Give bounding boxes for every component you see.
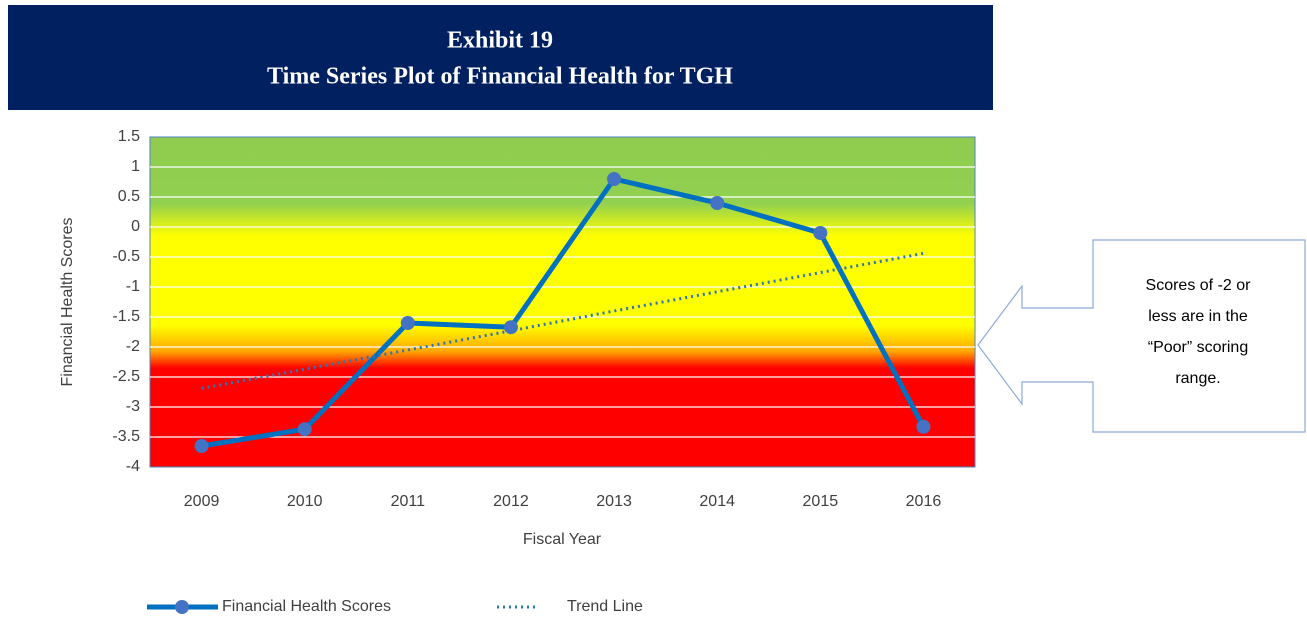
data-point [607, 172, 622, 186]
x-tick-label: 2009 [184, 493, 220, 510]
y-tick-label: 0.5 [118, 188, 140, 205]
data-point [400, 316, 415, 330]
data-point [297, 422, 312, 437]
x-tick-label: 2013 [596, 493, 632, 510]
series-line [201, 176, 926, 449]
data-point [813, 226, 828, 240]
chart-subtitle: Time Series Plot of Financial Health for… [267, 64, 733, 90]
y-tick-label: -2 [126, 338, 140, 355]
chart-title: Exhibit 19 [447, 28, 553, 54]
annotation-line: Scores of -2 or [1146, 277, 1252, 294]
data-point [710, 196, 725, 210]
y-tick-label: 1 [131, 158, 140, 175]
y-tick-label: -1 [126, 278, 140, 295]
x-tick-label: 2010 [287, 493, 323, 510]
y-tick-label: -3.5 [112, 428, 140, 445]
trend-line [201, 251, 924, 390]
plot-area [149, 136, 976, 468]
x-tick-label: 2014 [699, 493, 735, 510]
x-tick-label: 2016 [906, 493, 942, 510]
y-tick-label: -1.5 [112, 308, 140, 325]
y-tick-label: 0 [131, 218, 140, 235]
data-point [194, 439, 209, 453]
data-point [916, 419, 931, 434]
x-tick-label: 2012 [493, 493, 529, 510]
annotation-line: “Poor” scoring [1148, 339, 1248, 356]
y-tick-label: -2.5 [112, 368, 140, 385]
y-tick-label: -0.5 [112, 248, 140, 265]
x-tick-label: 2011 [391, 493, 426, 510]
legend-label: Financial Health Scores [222, 598, 391, 615]
x-axis-label: Fiscal Year [523, 531, 602, 548]
title-box [8, 5, 993, 110]
y-tick-label: -3 [126, 398, 140, 415]
callout-arrow [977, 239, 1306, 433]
annotation-line: range. [1175, 370, 1220, 387]
data-point [503, 320, 518, 335]
y-tick-label: 1.5 [118, 128, 140, 145]
annotation: Scores of -2 or less are in the “Poor” sco… [1146, 277, 1252, 387]
annotation-line: less are in the [1148, 308, 1248, 325]
legend-label: Trend Line [567, 598, 643, 615]
y-tick-label: -4 [126, 458, 140, 475]
y-axis-label: Financial Health Scores [59, 218, 76, 387]
x-tick-label: 2015 [803, 493, 839, 510]
legend-marker [175, 600, 189, 614]
